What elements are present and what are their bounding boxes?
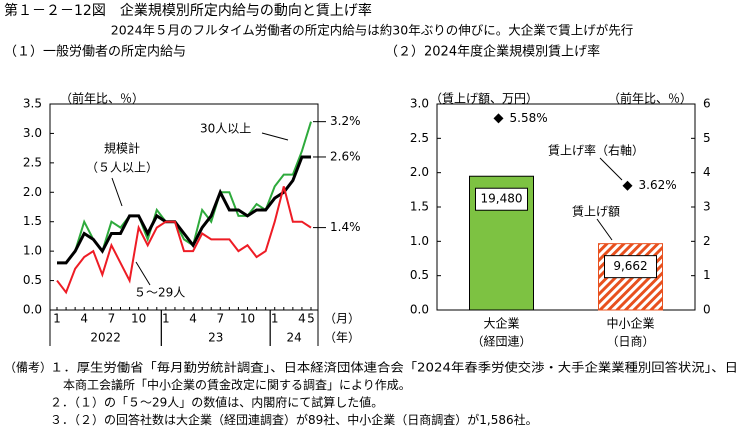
x-tick-label: 10 — [240, 312, 255, 326]
y-axis-label: （前年比、％） — [60, 91, 144, 106]
series-annotation: 規模計 — [104, 141, 140, 156]
value-label: 5.58% — [510, 111, 548, 125]
leader-line — [596, 218, 613, 241]
end-label: 3.2% — [330, 114, 361, 128]
y-tick-label: 0.0 — [23, 303, 42, 317]
y-tick-label: 0.5 — [23, 273, 42, 287]
series-line — [57, 155, 311, 265]
leader-line — [111, 177, 123, 207]
notes-label: （備考） — [4, 360, 52, 375]
x-tick-label: 7 — [108, 312, 116, 326]
note-line: ２．（１）の「５～29人」の数値は、内閣府にて試算した値。 — [50, 395, 383, 410]
y2-tick-label: 4 — [703, 165, 711, 179]
x-tick-sublabel: （日商） — [606, 334, 654, 349]
year-unit: （年） — [324, 331, 360, 345]
point — [493, 113, 504, 124]
y2-tick-label: 5 — [703, 131, 711, 145]
y-tick-label: 0.0 — [410, 303, 429, 317]
series-annotation: 賃上げ率（右軸） — [548, 143, 644, 158]
note-line: 本商工会議所「中小企業の賃金改定に関する調査」により作成。 — [63, 377, 411, 392]
leader-line — [261, 132, 289, 141]
series-annotation: ５～29人 — [134, 286, 185, 300]
x-tick-label: 7 — [216, 312, 224, 326]
x-tick-label: 4 — [189, 312, 197, 326]
value-label: 9,662 — [613, 259, 647, 273]
panel-title: （２）2024年度企業規模別賃上げ率 — [385, 44, 600, 60]
x-tick-label: 中小企業 — [606, 316, 654, 331]
leader-line — [599, 157, 623, 181]
y2-axis-label: （前年比、％） — [608, 91, 692, 106]
figure-subtitle: 2024年５月のフルタイム労働者の所定内給与は約30年ぶりの伸びに。大企業で賃上… — [111, 23, 633, 38]
x-tick-label: 5 — [307, 312, 315, 326]
x-tick-label: 4 — [298, 312, 306, 326]
series-annotation: 賃上げ額 — [572, 204, 620, 219]
y2-tick-label: 6 — [703, 97, 711, 111]
year-label: 24 — [286, 331, 301, 345]
end-label: 2.6% — [330, 149, 361, 163]
leader-line — [135, 261, 151, 286]
y-tick-label: 2.5 — [23, 155, 42, 169]
x-tick-label: 1 — [53, 312, 61, 326]
y2-tick-label: 0 — [703, 303, 711, 317]
y2-tick-label: 2 — [703, 234, 711, 248]
y-tick-label: 1.5 — [23, 214, 42, 228]
y-tick-label: 2.0 — [410, 165, 429, 179]
y-tick-label: 2.0 — [23, 185, 42, 199]
x-tick-label: 大企業 — [483, 316, 519, 331]
value-label: 19,480 — [481, 192, 523, 206]
x-tick-label: 1 — [271, 312, 279, 326]
note-line: ３．（２）の回答社数は大企業（経団連調査）が89社、中小企業（日商調査）が1,5… — [50, 412, 538, 426]
value-label-box — [604, 255, 657, 279]
x-tick-label: 4 — [80, 312, 88, 326]
y-tick-label: 0.5 — [410, 268, 429, 282]
value-label: 3.62% — [639, 178, 677, 192]
y-tick-label: 3.5 — [23, 97, 42, 111]
y-axis-label: （賃上げ額、万円） — [430, 91, 538, 106]
x-tick-label: 1 — [162, 312, 170, 326]
y-tick-label: 3.0 — [23, 126, 42, 140]
y-tick-label: 1.0 — [23, 244, 42, 258]
figure-title: 第１－２－12図 企業規模別所定内給与の動向と賃上げ率 — [4, 2, 372, 19]
x-unit: （月） — [324, 312, 360, 326]
y2-tick-label: 3 — [703, 200, 711, 214]
series-annotation: （５人以上） — [86, 161, 158, 175]
series-annotation: 30人以上 — [200, 122, 251, 136]
series-line — [56, 186, 312, 295]
end-label: 1.4% — [330, 220, 361, 234]
y-tick-label: 3.0 — [410, 97, 429, 111]
value-label-box — [475, 187, 528, 211]
y2-tick-label: 1 — [703, 268, 711, 282]
x-tick-sublabel: （経団連） — [471, 335, 531, 349]
y-tick-label: 1.0 — [410, 234, 429, 248]
year-label: 2022 — [90, 331, 121, 345]
year-label: 23 — [208, 331, 223, 345]
y-tick-label: 2.5 — [410, 131, 429, 145]
point — [622, 180, 633, 191]
note-line: １．厚生労働省「毎月勤労統計調査」、日本経済団体連合会「2024年春季労使交渉・… — [50, 360, 738, 375]
y-tick-label: 1.5 — [410, 200, 429, 214]
panel-title: （１）一般労働者の所定内給与 — [4, 44, 186, 60]
x-tick-label: 10 — [131, 312, 146, 326]
